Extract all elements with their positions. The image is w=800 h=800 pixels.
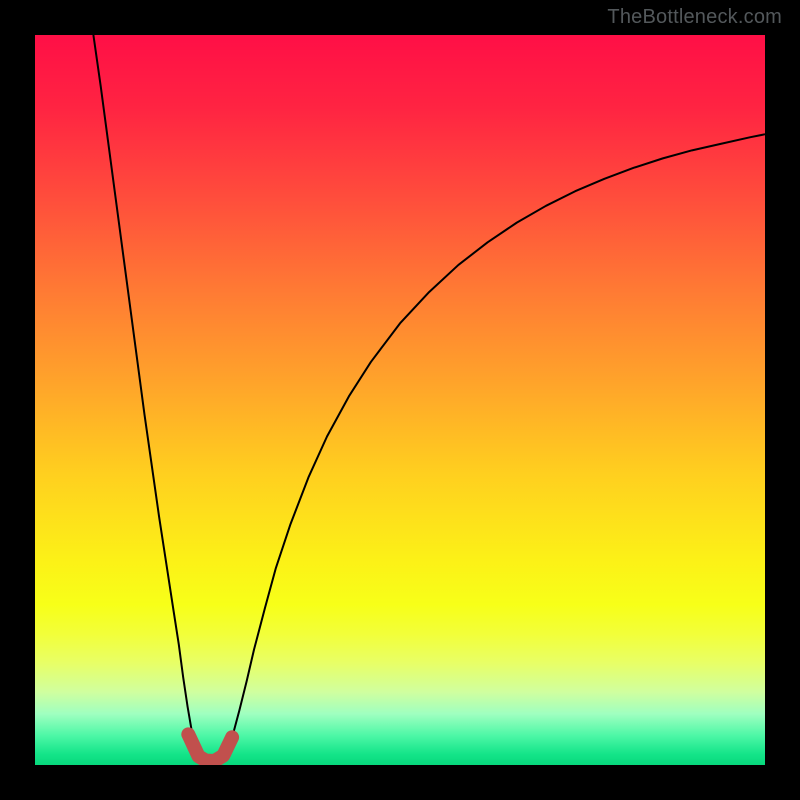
plot-area: [35, 35, 765, 765]
plot-svg: [35, 35, 765, 765]
watermark-text: TheBottleneck.com: [607, 6, 782, 29]
chart-container: TheBottleneck.com: [0, 0, 800, 800]
gradient-background: [35, 35, 765, 765]
